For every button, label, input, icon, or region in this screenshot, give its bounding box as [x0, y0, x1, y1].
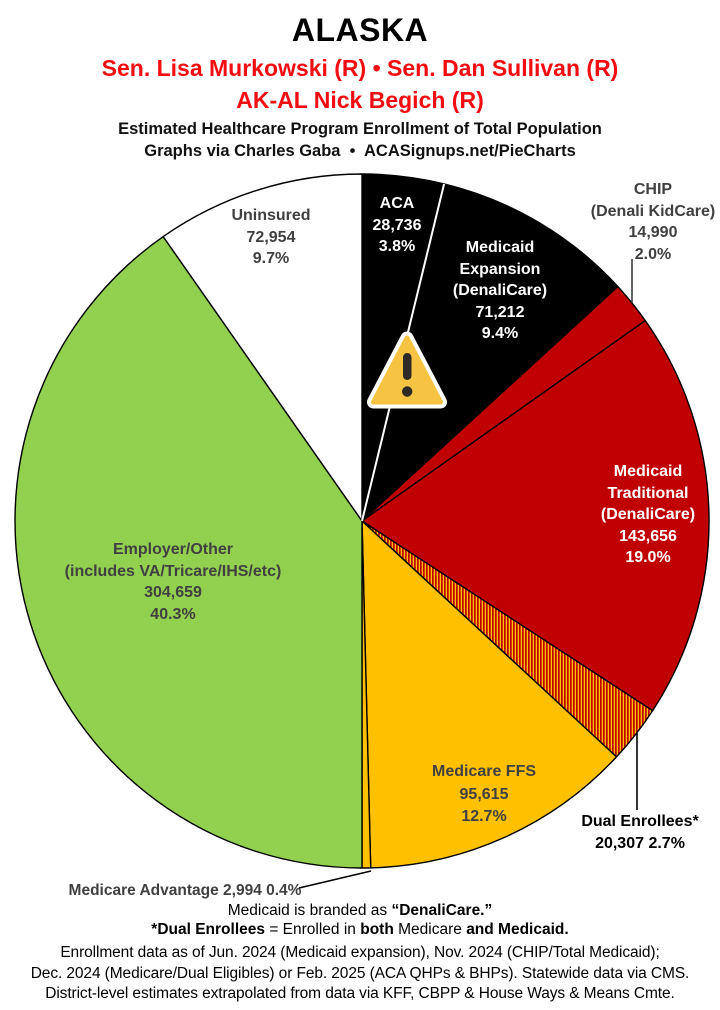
page-title: ALASKA: [291, 12, 429, 48]
senators-line: Sen. Lisa Murkowski (R) • Sen. Dan Sulli…: [101, 55, 619, 81]
footnote-branding: Medicaid is branded as “DenaliCare.”: [0, 901, 720, 920]
label-employer-other-value: 304,659: [144, 584, 202, 601]
label-medicaid-expansion-value: 71,212: [475, 303, 525, 321]
label-chip-name: CHIP: [633, 181, 673, 198]
footnote-branding-pre: Medicaid is branded as: [227, 902, 392, 919]
slice-uninsured: [162, 173, 363, 522]
label-medicare-advantage-text: Medicare Advantage 2,994 0.4%: [68, 882, 302, 899]
label-dual-enrollees-value: 20,307 2.7%: [595, 834, 685, 852]
label-medicaid-expansion-name: Medicaid Expansion: [459, 239, 541, 278]
label-chip: CHIP (Denali KidCare) 14,990 2.0%: [591, 179, 715, 265]
label-medicaid-traditional-value: 143,656: [619, 527, 677, 545]
label-aca: ACA 28,736 3.8%: [373, 193, 422, 258]
label-chip-value: 14,990: [628, 224, 678, 241]
label-dual-enrollees-name: Dual Enrollees*: [581, 813, 699, 830]
source-note-line2: Dec. 2024 (Medicare/Dual Eligibles) or F…: [30, 964, 690, 982]
label-uninsured-pct: 9.7%: [252, 250, 290, 267]
label-medicaid-expansion: Medicaid Expansion (DenaliCare) 71,212 9…: [444, 237, 556, 345]
label-medicaid-traditional: Medicaid Traditional (DenaliCare) 143,65…: [587, 461, 709, 569]
slice-medicaid-traditional: [361, 319, 710, 712]
label-medicaid-traditional-sub: (DenaliCare): [600, 506, 696, 523]
label-medicare-ffs: Medicare FFS 95,615 12.7%: [432, 761, 536, 829]
footnote-dual-bold2: both: [360, 921, 394, 938]
label-aca-name: ACA: [379, 195, 415, 212]
label-medicaid-traditional-pct: 19.0%: [625, 549, 671, 566]
representative-line: AK-AL Nick Begich (R): [236, 87, 484, 113]
label-medicaid-expansion-pct: 9.4%: [481, 325, 519, 342]
chart-credit: Graphs via Charles Gaba • ACASignups.net…: [144, 142, 576, 160]
label-medicare-ffs-pct: 12.7%: [461, 808, 507, 825]
slice-medicaid-expansion: [361, 183, 619, 522]
source-note-line3: District-level estimates extrapolated fr…: [45, 985, 675, 1002]
footnote-dual-bold3: and Medicaid.: [466, 921, 569, 938]
label-medicare-advantage: Medicare Advantage 2,994 0.4%: [69, 880, 302, 902]
slice-employer-other: [14, 235, 363, 869]
label-uninsured-name: Uninsured: [231, 207, 311, 224]
medicare-advantage-leader-line: [298, 870, 372, 889]
label-employer-other: Employer/Other (includes VA/Tricare/IHS/…: [65, 539, 282, 625]
footnote-dual-mid2: Medicare: [393, 921, 467, 938]
label-medicare-ffs-name: Medicare FFS: [431, 763, 537, 780]
label-uninsured-value: 72,954: [246, 228, 296, 246]
label-chip-sub: (Denali KidCare): [590, 202, 716, 220]
label-medicaid-expansion-sub: (DenaliCare): [452, 282, 548, 299]
label-employer-other-pct: 40.3%: [150, 605, 196, 623]
label-medicare-ffs-value: 95,615: [459, 785, 509, 803]
label-employer-other-sub: (includes VA/Tricare/IHS/etc): [64, 562, 282, 580]
label-aca-value: 28,736: [372, 216, 422, 234]
label-aca-pct: 3.8%: [378, 238, 416, 255]
label-employer-other-name: Employer/Other: [112, 541, 234, 558]
label-medicaid-traditional-name: Medicaid Traditional: [607, 463, 689, 502]
source-note: Enrollment data as of Jun. 2024 (Medicai…: [0, 943, 720, 1005]
slice-medicare-ffs: [361, 520, 618, 869]
footnote-dual-enrollees: *Dual Enrollees = Enrolled in both Medic…: [0, 920, 720, 939]
chart-subtitle: Estimated Healthcare Program Enrollment …: [118, 120, 602, 138]
label-uninsured: Uninsured 72,954 9.7%: [231, 205, 310, 270]
warning-triangle-icon: [367, 331, 447, 409]
footnote-dual-mid1: = Enrolled in: [265, 921, 361, 938]
label-dual-enrollees: Dual Enrollees* 20,307 2.7%: [581, 811, 698, 854]
footnote-branding-bold: “DenaliCare.”: [391, 902, 493, 919]
source-note-line1: Enrollment data as of Jun. 2024 (Medicai…: [60, 944, 660, 961]
label-chip-pct: 2.0%: [634, 245, 672, 263]
footnote-dual-bold1: *Dual Enrollees: [151, 921, 266, 938]
